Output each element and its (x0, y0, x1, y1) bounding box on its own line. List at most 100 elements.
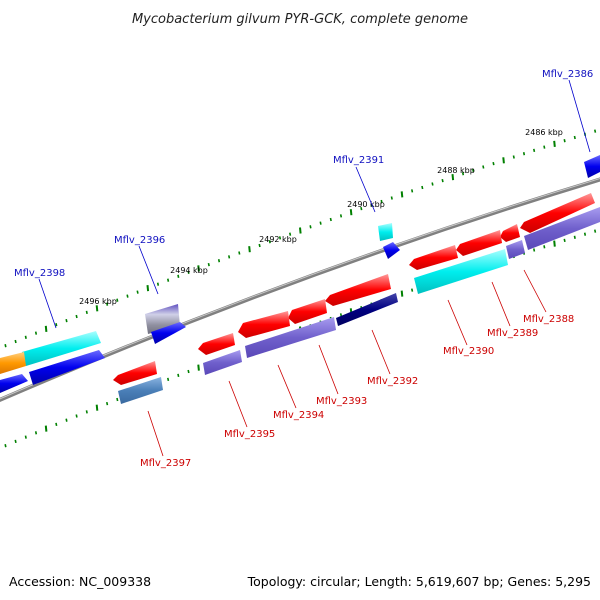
gene-label-mflv-2389[interactable]: Mflv_2389 (487, 328, 538, 339)
scale-tick (24, 335, 27, 339)
gene-arrow[interactable] (378, 223, 393, 241)
gene-label-mflv-2397[interactable]: Mflv_2397 (140, 458, 191, 469)
gene-arrow[interactable] (113, 361, 157, 385)
scale-tick (177, 274, 180, 278)
gene-label-mflv-2388[interactable]: Mflv_2388 (523, 314, 574, 325)
scale-tick (44, 425, 48, 432)
forward-genes (0, 155, 600, 393)
gene-arrow[interactable] (500, 224, 520, 242)
scale-tick (167, 377, 170, 382)
gene-arrow[interactable] (414, 249, 508, 294)
scale-tick (482, 165, 485, 169)
gene-arrow[interactable] (506, 240, 525, 259)
scale-tick (197, 265, 200, 272)
scale-tick (451, 174, 455, 181)
gene-label-mflv-2398[interactable]: Mflv_2398 (14, 268, 65, 279)
scale-tick (106, 302, 109, 306)
gene-arrow[interactable] (118, 377, 163, 404)
gene-leader-lines (38, 79, 591, 457)
scale-tick (400, 191, 404, 198)
scale-tick (472, 168, 475, 172)
gene-arrow[interactable] (0, 374, 28, 393)
scale-tick (14, 339, 17, 344)
gene-arrow[interactable] (203, 350, 242, 375)
scale-tick (411, 189, 414, 193)
scale-tick (400, 290, 404, 297)
scale-tick (594, 229, 597, 233)
gene-label-mflv-2395[interactable]: Mflv_2395 (224, 429, 275, 440)
scale-tick (319, 221, 322, 225)
gene-arrow[interactable] (584, 155, 600, 178)
scale-tick (360, 206, 363, 211)
scale-tick (543, 245, 546, 249)
scale-tick (4, 344, 7, 348)
scale-tick (167, 278, 170, 282)
gene-label-mflv-2390[interactable]: Mflv_2390 (443, 346, 494, 357)
scale-tick (339, 214, 343, 218)
map-title: Mycobacterium gilvum PYR-GCK, complete g… (132, 12, 468, 27)
gene-label-mflv-2391[interactable]: Mflv_2391 (333, 155, 384, 166)
gene-arrow[interactable] (151, 322, 186, 344)
genome-summary-text: Topology: circular; Length: 5,619,607 bp… (247, 574, 591, 589)
gene-arrow[interactable] (22, 331, 101, 366)
scale-tick (156, 282, 160, 286)
gene-label-mflv-2396[interactable]: Mflv_2396 (114, 235, 165, 246)
accession-text: Accession: NC_009338 (9, 574, 151, 589)
genome-backbone (0, 177, 600, 403)
gene-arrow[interactable] (288, 299, 327, 324)
gene-arrow[interactable] (456, 230, 502, 256)
scale-tick (85, 410, 88, 414)
scale-tick (533, 248, 536, 252)
scale-tick (95, 305, 99, 312)
gene-arrow[interactable] (0, 352, 26, 374)
scale-tick (136, 290, 139, 294)
scale-tick (248, 246, 251, 253)
gene-arrow[interactable] (245, 317, 336, 358)
scale-tick (553, 140, 556, 147)
gene-label-mflv-2392[interactable]: Mflv_2392 (367, 376, 418, 387)
kbp-label: 2496 kbp (79, 297, 117, 306)
scale-tick (289, 232, 292, 236)
scale-tick (349, 209, 353, 216)
scale-tick (380, 199, 383, 204)
scale-tick (573, 235, 576, 239)
kbp-label: 2494 kbp (170, 266, 208, 275)
scale-tick (563, 238, 566, 243)
scale-tick (522, 152, 526, 156)
gene-arrow[interactable] (336, 293, 398, 326)
genome-backbone-highlight (0, 177, 600, 400)
gene-arrow[interactable] (409, 245, 458, 270)
gene-arrow[interactable] (383, 242, 400, 259)
scale-tick (492, 161, 495, 166)
gene-arrow[interactable] (29, 350, 105, 385)
scale-tick (116, 298, 119, 302)
gene-arrow[interactable] (238, 311, 290, 338)
scale-tick (34, 431, 38, 435)
gene-arrow[interactable] (325, 274, 391, 306)
scale-tick (95, 404, 99, 411)
scale-tick (228, 255, 231, 259)
scale-tick (75, 314, 78, 319)
scale-tick (553, 240, 556, 247)
scale-tick (309, 225, 312, 229)
gene-label-mflv-2394[interactable]: Mflv_2394 (273, 410, 324, 421)
scale-tick (217, 259, 221, 263)
gene-arrow[interactable] (524, 207, 600, 250)
scale-tick (431, 182, 434, 186)
scale-tick (65, 418, 68, 422)
scale-tick (55, 422, 58, 427)
gene-label-mflv-2393[interactable]: Mflv_2393 (316, 396, 367, 407)
gene-arrow[interactable] (520, 193, 595, 233)
gene-arrow[interactable] (198, 333, 235, 355)
scale-tick (411, 288, 414, 292)
outer-scale-ticks (4, 129, 597, 348)
scale-tick (512, 155, 515, 159)
scale-tick (187, 270, 190, 274)
scale-tick (329, 217, 332, 222)
scale-tick (34, 331, 38, 335)
scale-tick (146, 285, 150, 292)
gene-label-mflv-2386[interactable]: Mflv_2386 (542, 69, 593, 80)
scale-tick (106, 401, 109, 406)
scale-tick (543, 145, 546, 149)
